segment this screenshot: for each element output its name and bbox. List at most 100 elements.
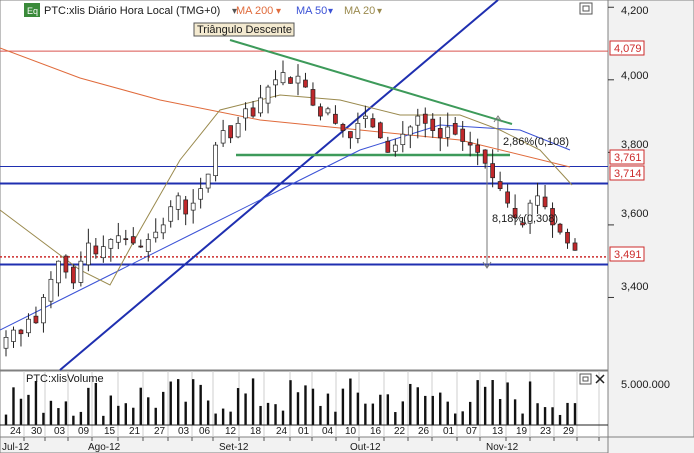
candle-body (115, 235, 121, 243)
annotation-lower: 8,18%(0,308) (492, 213, 558, 225)
month-label: Set-12 (219, 442, 249, 453)
candle-body (26, 318, 31, 334)
ma20-label[interactable]: MA 20 (344, 5, 375, 17)
candle-body (243, 108, 248, 119)
day-label: 13 (492, 426, 504, 437)
volume-bar (176, 379, 180, 425)
volume-bar (573, 403, 577, 425)
candle-body (445, 126, 451, 138)
descending-triangle-upper (229, 39, 513, 125)
volume-bar (266, 402, 270, 425)
candle-body (348, 131, 353, 139)
volume-bar (349, 378, 352, 425)
volume-bar (356, 392, 360, 425)
volume-bar (506, 382, 509, 425)
month-label: Ago-12 (88, 442, 121, 453)
volume-bar (476, 380, 479, 425)
day-label: 06 (199, 426, 211, 437)
volume-bars (0, 378, 608, 426)
eq-label: Eq (27, 6, 38, 16)
candle-body (175, 195, 181, 210)
volume-bar (274, 404, 277, 425)
ma200-label[interactable]: MA 200 (236, 5, 273, 17)
volume-bar (446, 401, 449, 425)
volume-bar (416, 387, 419, 425)
volume-restore-icon[interactable] (579, 373, 592, 385)
day-label: 10 (345, 426, 357, 437)
candle-body (295, 75, 301, 84)
volume-bar (528, 381, 532, 425)
volume-bar (566, 402, 569, 425)
month-label: Out-12 (350, 442, 381, 453)
volume-bar (319, 405, 322, 425)
candle-body (258, 97, 263, 114)
volume-bar (244, 393, 247, 425)
candle-body (273, 79, 278, 86)
candle-body (392, 144, 398, 152)
volume-bar (162, 391, 165, 425)
pattern-label: Triângulo Descente (197, 24, 292, 36)
volume-bar (139, 387, 142, 425)
marker-3491: 3,491 (614, 249, 642, 261)
volume-bar (57, 408, 60, 425)
month-label: Nov-12 (486, 442, 519, 453)
volume-bar (483, 386, 487, 425)
volume-bar (558, 414, 562, 425)
restore-window-icon[interactable] (579, 2, 593, 15)
volume-bar (364, 403, 367, 425)
tmg-chevron-icon[interactable]: ▾ (232, 6, 237, 17)
volume-bar (79, 411, 83, 425)
day-label: 29 (563, 426, 575, 437)
projection-arrowhead-up (493, 115, 503, 123)
candle-body (78, 260, 84, 283)
day-label: 03 (178, 426, 190, 437)
volume-bar (304, 385, 307, 425)
candle-body (160, 224, 166, 234)
month-labels: Jul-12 Ago-12 Set-12 Out-12 Nov-12 (2, 442, 519, 453)
volume-bar (94, 382, 98, 425)
candle-body (497, 181, 503, 189)
volume-bar (259, 405, 262, 425)
day-label: 26 (418, 426, 430, 437)
volume-bar (109, 395, 113, 425)
ma200-chevron-icon[interactable]: ▾ (276, 6, 281, 17)
ma50-label[interactable]: MA 50 (296, 5, 327, 17)
volume-bar (34, 380, 38, 425)
ma20-line (0, 94, 573, 286)
candle-body (86, 242, 91, 266)
day-label: 30 (31, 426, 43, 437)
candle-body (557, 223, 563, 233)
candle-body (377, 122, 383, 139)
volume-bar (87, 387, 90, 425)
volume-bar (536, 403, 539, 425)
volume-bar (371, 403, 375, 425)
price-tick-3400: 3,400 (621, 281, 649, 293)
day-label: 01 (443, 426, 455, 437)
volume-bar (334, 411, 337, 425)
ma20-chevron-icon[interactable]: ▾ (377, 6, 382, 17)
candle-body (527, 202, 533, 224)
candle-body (550, 208, 555, 226)
candle-body (145, 239, 151, 252)
volume-bar (154, 407, 157, 425)
eq-icon[interactable] (24, 3, 40, 17)
volume-bar (191, 379, 195, 425)
volume-bar (461, 411, 464, 425)
ma50-chevron-icon[interactable]: ▾ (328, 6, 333, 17)
volume-bar (42, 412, 45, 425)
marker-3761: 3,761 (614, 152, 642, 164)
price-panel (0, 0, 609, 371)
candle-body (310, 89, 316, 106)
volume-bar (439, 392, 442, 425)
candle-body (430, 118, 436, 131)
candle-body (265, 86, 271, 104)
volume-bar (229, 411, 232, 425)
projection-arrowhead (482, 261, 492, 269)
candle-body (512, 207, 518, 218)
close-icon[interactable] (595, 374, 605, 384)
volume-bar (341, 388, 345, 425)
candle-body (355, 122, 361, 139)
candle-body (542, 196, 548, 208)
candle-body (475, 144, 481, 153)
candle-body (63, 255, 69, 273)
